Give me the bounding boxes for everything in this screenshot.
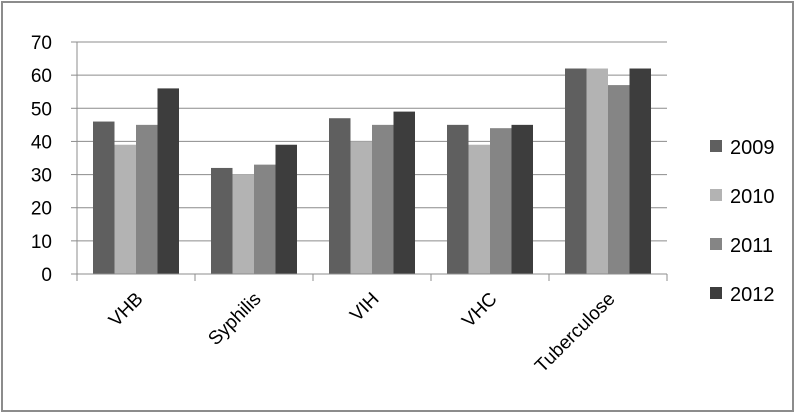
legend-label-2011: 2011 [730, 235, 773, 257]
bar-2011-vhb [136, 124, 158, 274]
bar-2012-vih [393, 111, 415, 274]
legend: 2009 2010 2011 2012 [710, 137, 775, 306]
legend-label-2009: 2009 [730, 137, 775, 159]
y-tick-label: 20 [31, 199, 52, 220]
bar-2010-vhb [114, 144, 136, 274]
legend-swatch-2009 [710, 140, 722, 152]
bar-2010-tuberculose [586, 68, 608, 274]
x-axis-ticks: VHB Syphilis VIH VHC Tuberculose [76, 274, 668, 377]
x-category-label: VHC [458, 289, 501, 332]
y-tick-label: 60 [31, 66, 52, 87]
bar-2009-syphilis [211, 167, 233, 274]
bar-2010-vhc [468, 144, 490, 274]
x-category-label: Syphilis [204, 289, 265, 350]
bar-2012-syphilis [275, 144, 297, 274]
y-tick-label: 0 [41, 265, 52, 286]
y-tick-label: 70 [31, 33, 52, 54]
y-tick-label: 30 [31, 166, 52, 187]
y-tick-label: 10 [31, 232, 52, 253]
x-category-label: VHB [105, 289, 147, 331]
bar-2012-tuberculose [629, 68, 651, 274]
x-category-label: Tuberculose [531, 289, 619, 377]
y-tick-label: 40 [31, 132, 52, 153]
legend-label-2012: 2012 [730, 284, 775, 306]
bar-2009-vhc [447, 124, 469, 274]
bar-2011-vhc [490, 128, 512, 274]
bar-2009-vih [329, 118, 351, 274]
bar-2011-vih [372, 124, 394, 274]
y-tick-label: 50 [31, 99, 52, 120]
bars [93, 68, 651, 275]
bar-2011-syphilis [254, 164, 276, 274]
legend-label-2010: 2010 [730, 186, 775, 208]
bar-2009-vhb [93, 121, 115, 275]
x-category-label: VIH [346, 289, 383, 326]
y-axis-ticks: 0 10 20 30 40 50 60 70 [31, 33, 77, 286]
bar-2009-tuberculose [565, 68, 587, 274]
bar-2012-vhc [511, 124, 533, 274]
bar-2010-syphilis [232, 174, 254, 274]
legend-swatch-2011 [710, 238, 722, 250]
legend-swatch-2010 [710, 189, 722, 201]
bar-2011-tuberculose [608, 85, 630, 274]
bar-2010-vih [350, 141, 372, 274]
bar-2012-vhb [157, 88, 179, 275]
legend-swatch-2012 [710, 287, 722, 299]
